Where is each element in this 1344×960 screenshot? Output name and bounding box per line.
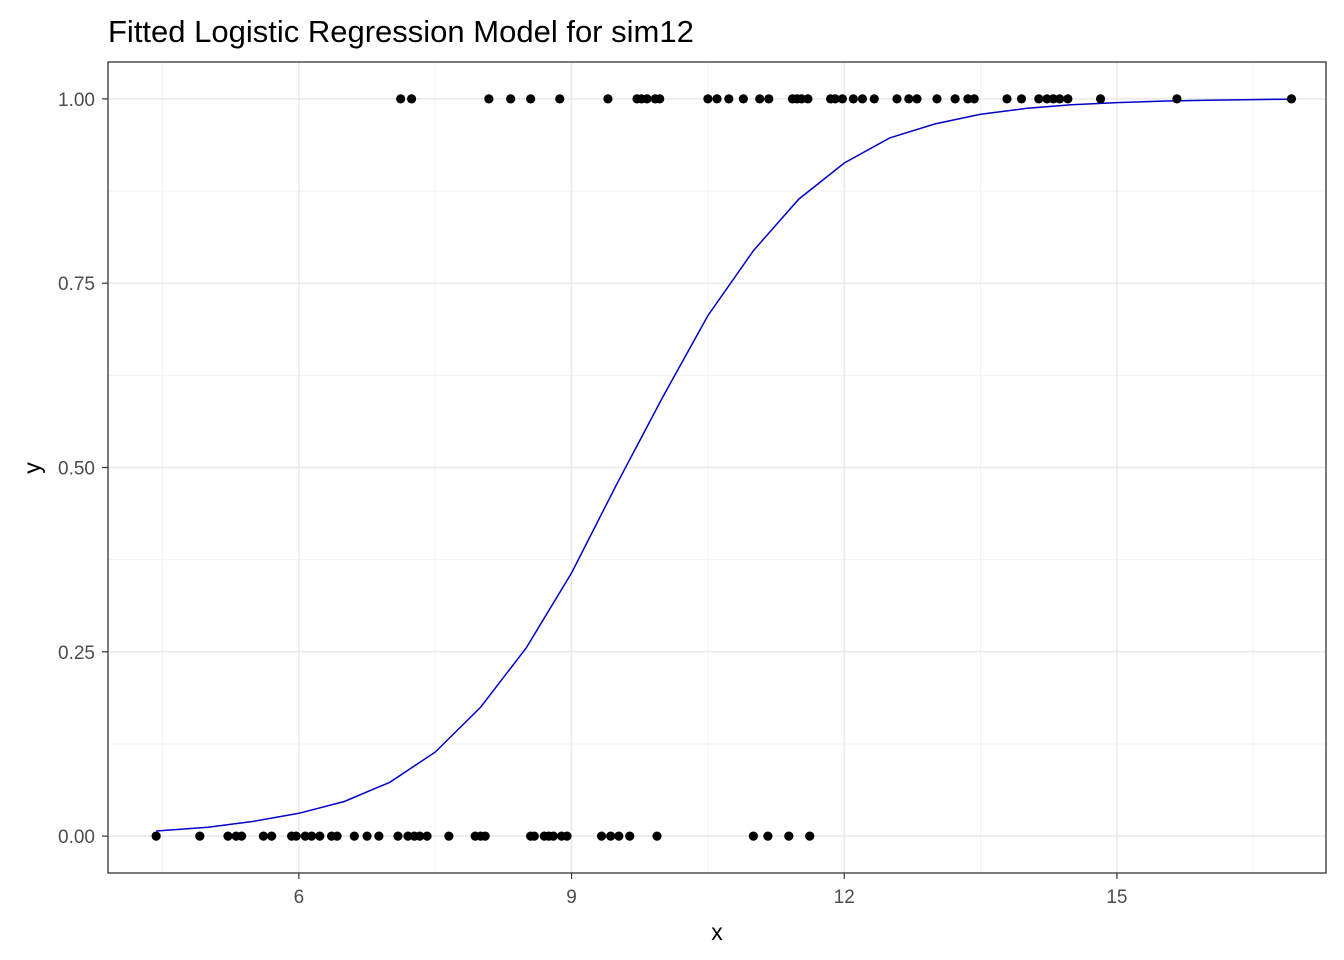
y-tick-label: 0.50 xyxy=(58,459,95,480)
data-point-y1 xyxy=(1016,94,1027,104)
x-tick-label: 15 xyxy=(1106,887,1127,908)
data-point-y0 xyxy=(393,831,403,841)
y-tick-label: 0.75 xyxy=(58,274,95,295)
chart-title: Fitted Logistic Regression Model for sim… xyxy=(108,14,694,49)
data-point-y1 xyxy=(1172,94,1182,104)
data-point-y0 xyxy=(307,831,317,841)
data-point-y1 xyxy=(555,94,565,104)
data-point-y0 xyxy=(291,831,301,841)
data-point-y0 xyxy=(614,831,624,841)
data-point-y1 xyxy=(892,94,902,104)
data-point-y1 xyxy=(755,94,765,104)
data-point-y1 xyxy=(1055,94,1065,104)
data-point-y1 xyxy=(969,94,979,104)
data-point-y1 xyxy=(738,94,748,104)
data-point-y1 xyxy=(655,94,665,104)
data-point-y1 xyxy=(830,94,840,104)
data-point-y1 xyxy=(904,94,914,104)
data-point-y0 xyxy=(606,831,616,841)
data-point-y1 xyxy=(724,94,734,104)
data-point-y1 xyxy=(869,94,879,104)
data-point-y0 xyxy=(529,831,539,841)
data-point-y1 xyxy=(603,94,613,104)
data-point-y1 xyxy=(1286,94,1297,104)
data-point-y1 xyxy=(1034,94,1044,104)
data-point-y1 xyxy=(796,94,807,104)
data-point-y1 xyxy=(484,94,494,104)
data-point-y0 xyxy=(562,831,572,841)
x-axis: 6 9 12 15 xyxy=(294,873,1128,908)
data-point-y0 xyxy=(267,831,277,841)
data-points-layer xyxy=(151,94,1297,841)
y-axis-title: y xyxy=(19,462,45,474)
data-point-y1 xyxy=(1042,94,1052,104)
data-point-y0 xyxy=(480,831,490,841)
fitted-logistic-curve xyxy=(156,98,1292,832)
data-point-y0 xyxy=(195,831,205,841)
data-point-y1 xyxy=(712,94,722,104)
data-point-y1 xyxy=(932,94,942,104)
data-point-y0 xyxy=(625,831,635,841)
data-point-y0 xyxy=(784,831,794,841)
data-point-y1 xyxy=(526,94,536,104)
data-point-y1 xyxy=(1095,94,1106,104)
data-point-y1 xyxy=(848,94,858,104)
data-point-y1 xyxy=(703,94,713,104)
data-point-y1 xyxy=(803,94,813,104)
data-point-y0 xyxy=(805,831,815,841)
data-point-y0 xyxy=(349,831,359,841)
data-point-y0 xyxy=(422,831,432,841)
data-point-y0 xyxy=(548,831,558,841)
data-point-y1 xyxy=(912,94,922,104)
data-point-y0 xyxy=(258,831,269,841)
data-point-y0 xyxy=(362,831,372,841)
data-point-y1 xyxy=(396,94,406,104)
data-point-y0 xyxy=(748,831,758,841)
y-tick-label: 1.00 xyxy=(58,90,95,111)
data-point-y0 xyxy=(652,831,662,841)
data-point-y0 xyxy=(315,831,325,841)
data-point-y0 xyxy=(403,831,413,841)
x-tick-label: 9 xyxy=(566,887,577,908)
data-point-y0 xyxy=(237,831,247,841)
data-point-y1 xyxy=(1002,94,1012,104)
data-point-y0 xyxy=(415,831,425,841)
data-point-y0 xyxy=(151,831,161,841)
data-point-y0 xyxy=(596,831,607,841)
data-point-y0 xyxy=(223,831,233,841)
data-point-y1 xyxy=(857,94,868,104)
data-point-y0 xyxy=(444,831,454,841)
data-point-y1 xyxy=(837,94,848,104)
data-point-y1 xyxy=(506,94,516,104)
data-point-y1 xyxy=(1063,94,1073,104)
data-point-y1 xyxy=(950,94,960,104)
data-point-y0 xyxy=(332,831,342,841)
data-point-y0 xyxy=(763,831,773,841)
y-tick-label: 0.25 xyxy=(58,643,95,664)
fitted-curve-layer xyxy=(156,98,1292,832)
major-gridlines xyxy=(108,62,1326,873)
data-point-y0 xyxy=(300,831,310,841)
data-point-y1 xyxy=(406,94,417,104)
data-point-y1 xyxy=(764,94,774,104)
y-tick-label: 0.00 xyxy=(58,827,95,848)
x-tick-label: 12 xyxy=(834,887,855,908)
y-axis: 0.00 0.25 0.50 0.75 1.00 xyxy=(58,90,108,848)
data-point-y1 xyxy=(963,94,973,104)
data-point-y1 xyxy=(1048,94,1058,104)
data-point-y1 xyxy=(642,94,652,104)
data-point-y0 xyxy=(374,831,384,841)
x-tick-label: 6 xyxy=(294,887,305,908)
x-axis-title: x xyxy=(711,919,723,945)
